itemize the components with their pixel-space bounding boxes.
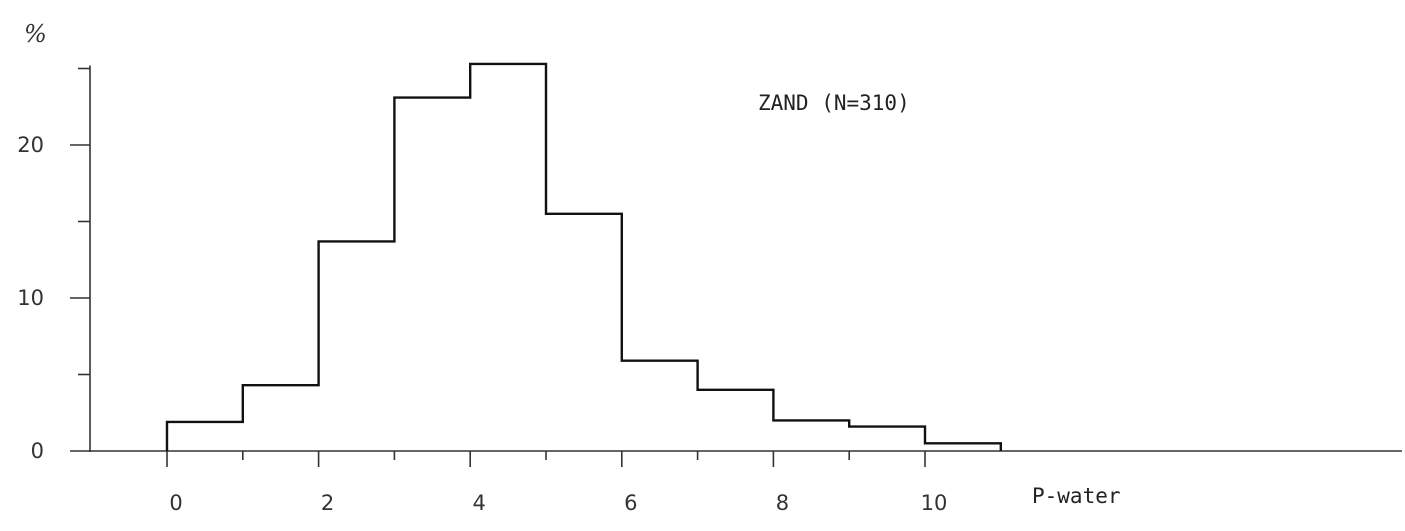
chart-ticks xyxy=(70,67,926,467)
histogram-bars xyxy=(167,64,1001,451)
histogram-bar xyxy=(470,64,546,451)
histogram-bar xyxy=(243,385,319,451)
x-tick-label: 10 xyxy=(921,491,948,515)
x-tick-label: 6 xyxy=(624,491,637,515)
histogram-bar xyxy=(698,390,774,451)
histogram-outline xyxy=(165,62,1002,451)
histogram-bar xyxy=(394,98,470,451)
x-tick-label: 4 xyxy=(473,491,486,515)
chart-labels: 0 10 20 0 2 4 6 8 10 xyxy=(17,133,947,515)
chart-axes xyxy=(89,65,1402,452)
y-tick-label: 10 xyxy=(17,286,44,310)
histogram-bar xyxy=(319,241,395,451)
histogram-bar xyxy=(849,427,925,451)
histogram-bar xyxy=(773,420,849,451)
x-tick-label: 2 xyxy=(321,491,334,515)
y-tick-label: 20 xyxy=(17,133,44,157)
histogram-bar xyxy=(546,214,622,451)
y-axis-label: % xyxy=(24,20,47,48)
histogram-bar xyxy=(622,361,698,451)
y-tick-label: 0 xyxy=(31,439,44,463)
chart-annotation: ZAND (N=310) xyxy=(758,91,910,115)
x-tick-label: 0 xyxy=(169,491,182,515)
x-axis-label: P-water xyxy=(1032,484,1121,508)
histogram-bar xyxy=(167,422,243,451)
x-tick-label: 8 xyxy=(776,491,789,515)
